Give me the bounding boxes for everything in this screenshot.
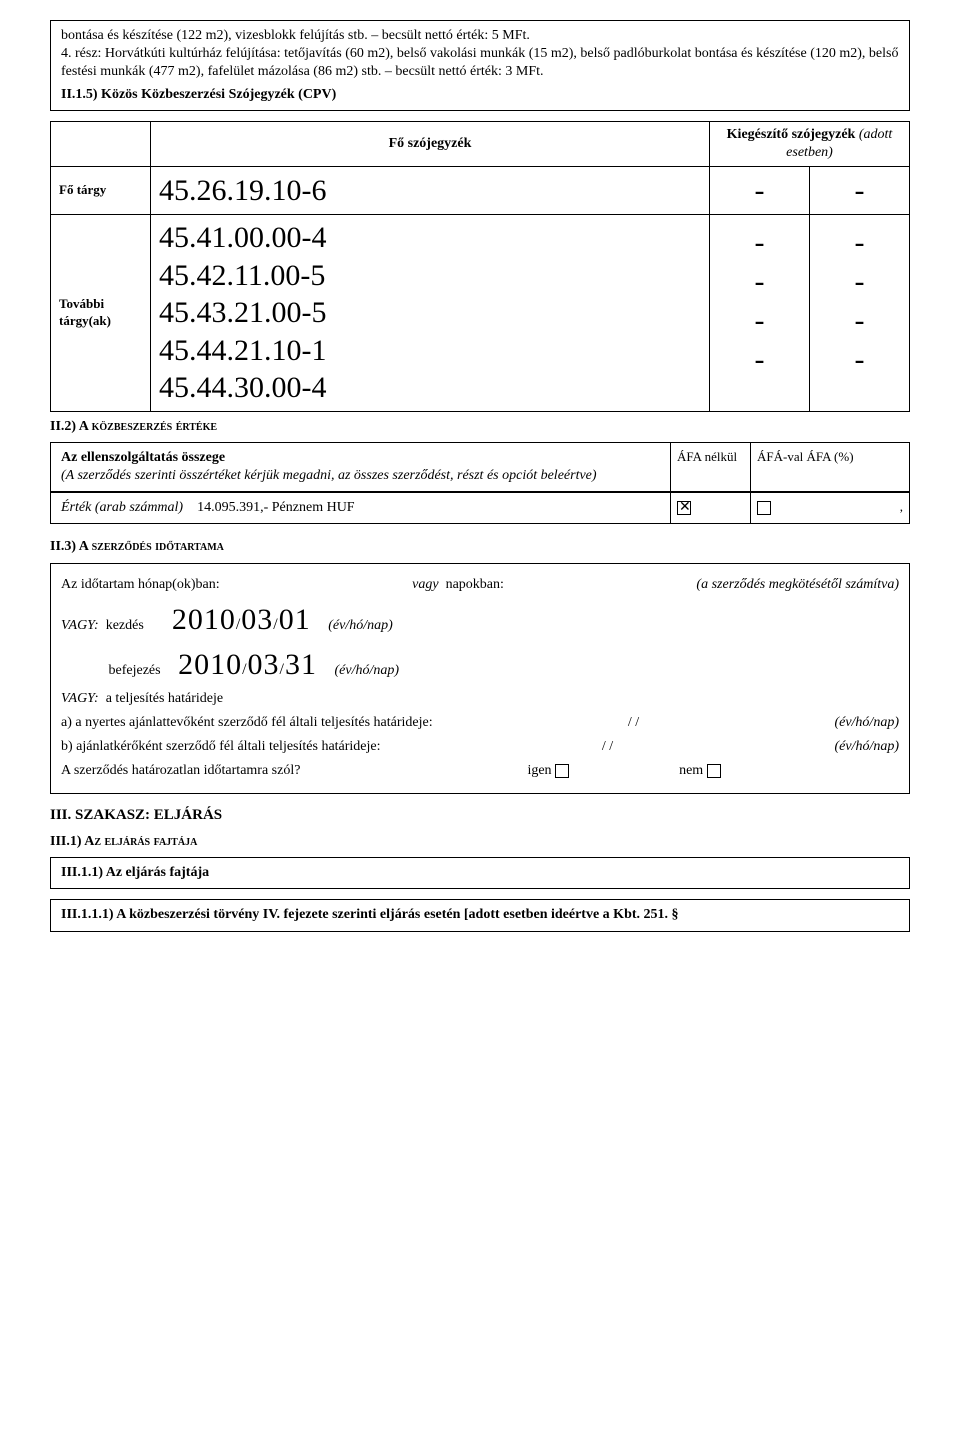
ii2-comma: , <box>900 499 903 516</box>
cpv-dash: - <box>710 167 810 215</box>
date-befejezes: 2010/03/31 <box>178 648 317 681</box>
igen-checkbox[interactable] <box>555 764 569 778</box>
intro-box: bontása és készítése (122 m2), vizesblok… <box>50 20 910 111</box>
iii-sub1: III.1) Az eljárás fajtája <box>50 833 910 851</box>
ii2-header-row: Az ellenszolgáltatás összege (A szerződé… <box>50 442 910 492</box>
intro-line2: 4. rész: Horvátkúti kultúrház felújítása… <box>61 45 899 81</box>
ii2-value: 14.095.391,- Pénznem HUF <box>197 500 355 515</box>
cpv-row1-code: 45.26.19.10-6 <box>151 167 710 215</box>
iii-title: III. SZAKASZ: ELJÁRÁS <box>50 806 910 826</box>
cpv-dash-col: ---- <box>710 215 810 412</box>
ii2-value-row: Érték (arab számmal) 14.095.391,- Pénzne… <box>50 492 910 524</box>
ii2-mid: ÁFA nélkül <box>670 442 750 492</box>
ii3-b-row: b) ajánlatkérőként szerződő fél általi t… <box>61 738 899 756</box>
ii3-hatarozatlan-row: A szerződés határozatlan időtartamra szó… <box>61 762 899 780</box>
ii3-befejezes-row: befejezés 2010/03/31 (év/hó/nap) <box>91 645 899 684</box>
cpv-dash-col: ---- <box>810 215 910 412</box>
cpv-col-left: Fő szójegyzék <box>151 121 710 166</box>
afa-nelkul-checkbox[interactable] <box>677 501 691 515</box>
cpv-table: Fő szójegyzék Kiegészítő szójegyzék (ado… <box>50 121 910 412</box>
ii2-right: ÁFÁ-val ÁFA (%) <box>750 442 910 492</box>
intro-line1: bontása és készítése (122 m2), vizesblok… <box>61 27 899 45</box>
afa-val-checkbox[interactable] <box>757 501 771 515</box>
iii-sub111-box: III.1.1.1) A közbeszerzési törvény IV. f… <box>50 899 910 931</box>
cpv-row2-label: További tárgy(ak) <box>51 215 151 412</box>
ii3-telj-row: VAGY: a teljesítés határideje <box>61 690 899 708</box>
ii3-a-row: a) a nyertes ajánlattevőként szerződő fé… <box>61 714 899 732</box>
ii2-left-bold: Az ellenszolgáltatás összege <box>61 450 225 465</box>
ii2-value-label: Érték (arab számmal) <box>61 500 183 515</box>
cpv-heading: II.1.5) Közös Közbeszerzési Szójegyzék (… <box>61 86 899 104</box>
nem-checkbox[interactable] <box>707 764 721 778</box>
ii2-left-italic: (A szerződés szerinti összértéket kérjük… <box>61 468 597 483</box>
cpv-col-right: Kiegészítő szójegyzék (adott esetben) <box>710 121 910 166</box>
ii3-row1: Az időtartam hónap(ok)ban: vagy napokban… <box>61 576 899 594</box>
ii3-box: Az időtartam hónap(ok)ban: vagy napokban… <box>50 563 910 794</box>
ii2-title: II.2) A közbeszerzés értéke <box>50 418 910 436</box>
iii-sub11-box: III.1.1) Az eljárás fajtája <box>50 857 910 889</box>
ii3-title: II.3) A szerződés időtartama <box>50 538 910 556</box>
cpv-row1-label: Fő tárgy <box>51 167 151 215</box>
cpv-row2-codes: 45.41.00.00-445.42.11.00-545.43.21.00-54… <box>151 215 710 412</box>
date-kezdes: 2010/03/01 <box>172 603 311 636</box>
cpv-dash: - <box>810 167 910 215</box>
ii3-kezdes-row: VAGY: kezdés 2010/03/01 (év/hó/nap) <box>61 600 899 639</box>
